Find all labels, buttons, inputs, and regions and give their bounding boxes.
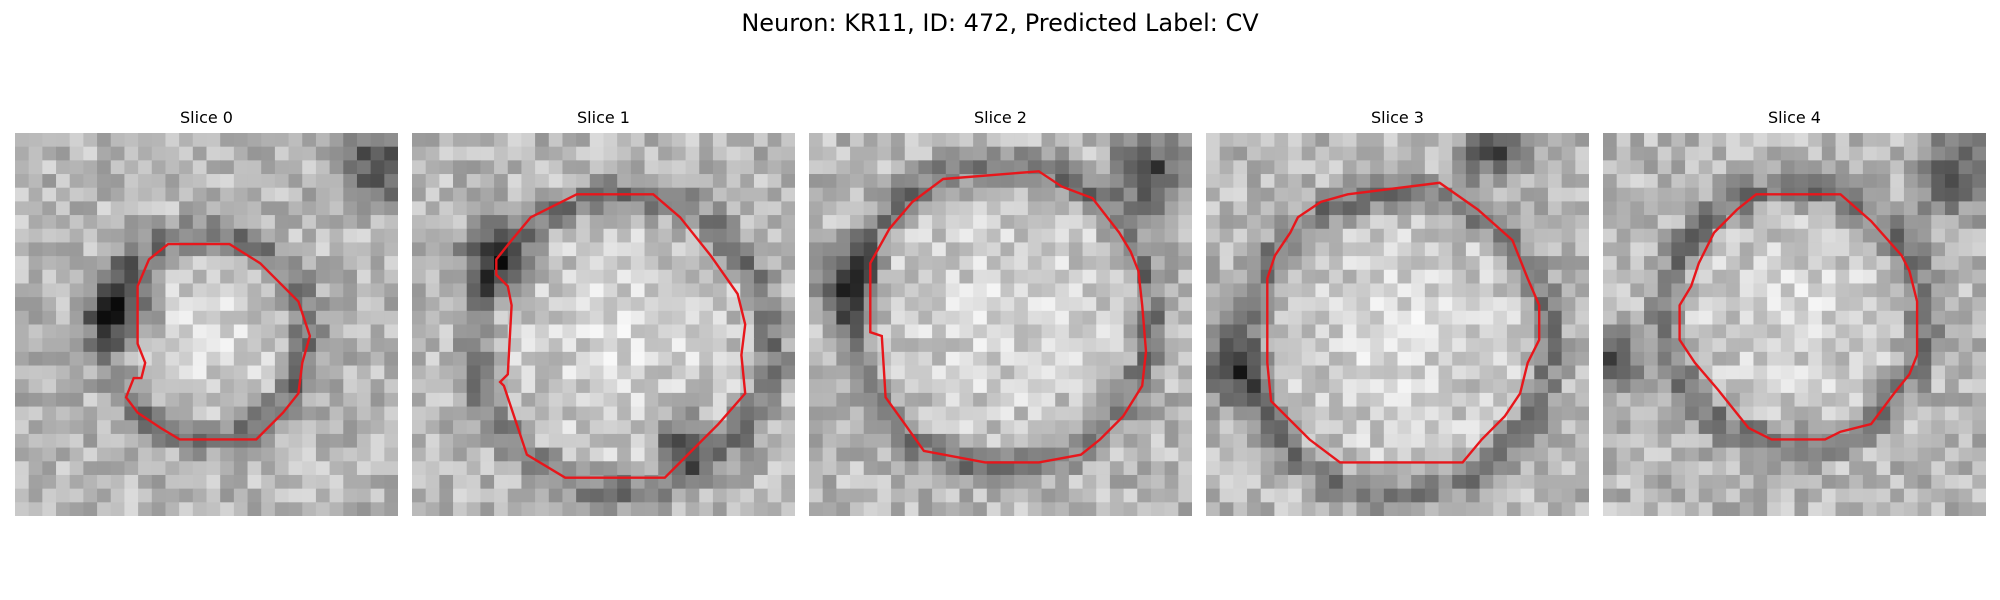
slice-panel-0: Slice 0 <box>15 108 398 518</box>
slice-image <box>15 133 398 516</box>
slice-image <box>412 133 795 516</box>
slice-image <box>1206 133 1589 516</box>
slice-title: Slice 4 <box>1768 108 1821 127</box>
grayscale-pixels <box>1603 133 1986 516</box>
slice-panel-4: Slice 4 <box>1603 108 1986 518</box>
grayscale-pixels <box>1206 133 1589 516</box>
slice-title: Slice 3 <box>1371 108 1424 127</box>
neuron-contour <box>495 193 747 479</box>
slice-title: Slice 2 <box>974 108 1027 127</box>
grayscale-pixels <box>412 133 795 516</box>
neuron-contour <box>1266 181 1541 464</box>
slice-image <box>809 133 1192 516</box>
slice-panel-2: Slice 2 <box>809 108 1192 518</box>
slice-image <box>1603 133 1986 516</box>
grayscale-pixels <box>15 133 398 516</box>
slice-title: Slice 0 <box>180 108 233 127</box>
neuron-contour <box>124 242 312 441</box>
neuron-contour <box>869 170 1148 464</box>
slice-title: Slice 1 <box>577 108 630 127</box>
neuron-contour <box>1678 193 1919 441</box>
slice-panel-3: Slice 3 <box>1206 108 1589 518</box>
figure-title: Neuron: KR11, ID: 472, Predicted Label: … <box>741 9 1259 37</box>
slice-panel-1: Slice 1 <box>412 108 795 518</box>
grayscale-pixels <box>809 133 1192 516</box>
